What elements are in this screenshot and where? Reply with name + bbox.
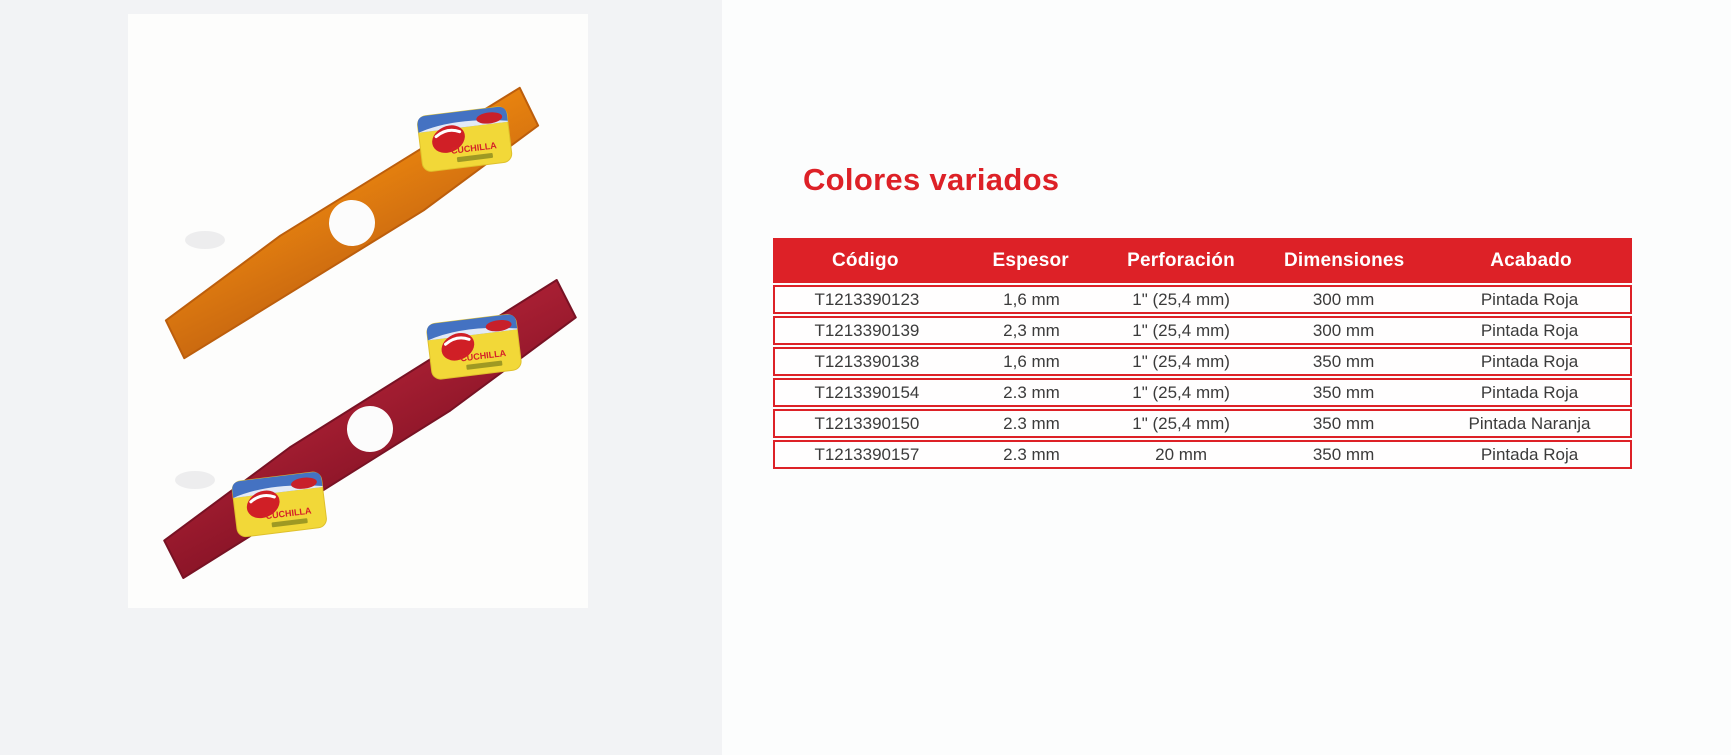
cell-dimensiones: 300 mm	[1312, 320, 1375, 340]
cell-acabado: Pintada Roja	[1480, 382, 1579, 402]
blade-sticker	[424, 312, 524, 382]
photo-smudge	[185, 231, 225, 249]
table-row: T1213390123 1,6 mm 1" (25,4 mm) 300 mm P…	[773, 285, 1632, 314]
cell-perforacion: 1" (25,4 mm)	[1132, 351, 1230, 371]
cell-codigo: T1213390157	[814, 444, 920, 464]
column-header-dimensiones: Dimensiones	[1283, 249, 1405, 271]
table-header-row: Código Espesor Perforación Dimensiones A…	[773, 238, 1632, 283]
blade-sticker	[229, 469, 329, 540]
table-row: T1213390150 2.3 mm 1" (25,4 mm) 350 mm P…	[773, 409, 1632, 438]
table-row: T1213390139 2,3 mm 1" (25,4 mm) 300 mm P…	[773, 316, 1632, 345]
cell-perforacion: 20 mm	[1155, 444, 1208, 464]
red-blade	[163, 278, 577, 580]
photo-smudge	[175, 471, 215, 489]
cell-dimensiones: 350 mm	[1312, 444, 1375, 464]
cell-perforacion: 1" (25,4 mm)	[1132, 382, 1230, 402]
column-header-espesor: Espesor	[992, 249, 1069, 271]
cell-espesor: 2.3 mm	[1003, 444, 1060, 464]
cell-perforacion: 1" (25,4 mm)	[1132, 289, 1230, 309]
cell-dimensiones: 350 mm	[1312, 413, 1375, 433]
cell-acabado: Pintada Roja	[1480, 289, 1579, 309]
cell-espesor: 2,3 mm	[1003, 320, 1060, 340]
blade-center-hole	[347, 406, 393, 452]
table-row: T1213390154 2.3 mm 1" (25,4 mm) 350 mm P…	[773, 378, 1632, 407]
table-row: T1213390138 1,6 mm 1" (25,4 mm) 350 mm P…	[773, 347, 1632, 376]
cell-espesor: 1,6 mm	[1003, 351, 1060, 371]
cell-dimensiones: 350 mm	[1312, 382, 1375, 402]
cell-acabado: Pintada Roja	[1480, 444, 1579, 464]
cell-acabado: Pintada Roja	[1480, 320, 1579, 340]
cell-perforacion: 1" (25,4 mm)	[1132, 413, 1230, 433]
blades-illustration: CUCHILLA	[163, 86, 577, 580]
column-header-acabado: Acabado	[1490, 249, 1572, 271]
cell-codigo: T1213390123	[814, 289, 920, 309]
orange-blade	[164, 86, 540, 360]
cell-perforacion: 1" (25,4 mm)	[1132, 320, 1230, 340]
cell-espesor: 2.3 mm	[1003, 413, 1060, 433]
product-photo-panel: CUCHILLA	[0, 0, 722, 755]
cell-codigo: T1213390139	[814, 320, 920, 340]
spec-table: Código Espesor Perforación Dimensiones A…	[773, 238, 1632, 469]
cell-acabado: Pintada Roja	[1480, 351, 1579, 371]
blade-sticker	[415, 104, 515, 174]
cell-codigo: T1213390150	[814, 413, 920, 433]
cell-codigo: T1213390154	[814, 382, 920, 402]
cell-dimensiones: 300 mm	[1312, 289, 1375, 309]
cell-acabado: Pintada Naranja	[1468, 413, 1591, 433]
cell-codigo: T1213390138	[814, 351, 920, 371]
product-photo: CUCHILLA	[128, 14, 588, 608]
column-header-perforacion: Perforación	[1127, 249, 1235, 271]
content-area: Colores variados Código Espesor Perforac…	[722, 0, 1731, 755]
cell-dimensiones: 350 mm	[1312, 351, 1375, 371]
table-row: T1213390157 2.3 mm 20 mm 350 mm Pintada …	[773, 440, 1632, 469]
cell-espesor: 1,6 mm	[1003, 289, 1060, 309]
cell-espesor: 2.3 mm	[1003, 382, 1060, 402]
section-heading: Colores variados	[803, 162, 1060, 197]
blade-center-hole	[329, 200, 375, 246]
column-header-codigo: Código	[832, 249, 899, 271]
